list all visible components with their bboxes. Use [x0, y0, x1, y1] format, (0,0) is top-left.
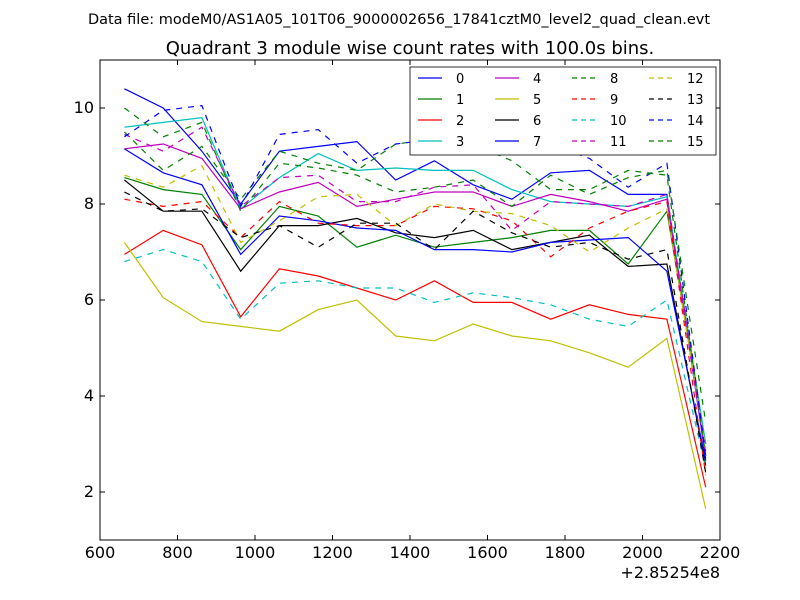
data-file-label: Data file: modeM0/AS1A05_101T06_90000026… — [88, 12, 710, 28]
x-tick-label: 2200 — [700, 543, 741, 562]
legend-label-2: 2 — [456, 114, 464, 129]
legend-label-3: 3 — [456, 135, 464, 150]
legend-label-13: 13 — [687, 93, 704, 108]
series-line-15 — [124, 107, 707, 423]
series-line-6 — [124, 179, 707, 466]
y-tick-label: 10 — [74, 98, 94, 117]
series-line-5 — [123, 242, 707, 509]
series-line-1 — [124, 177, 707, 445]
series-line-9 — [124, 198, 707, 476]
legend-label-10: 10 — [610, 114, 627, 129]
legend-label-14: 14 — [687, 114, 704, 129]
y-tick-label: 2 — [84, 482, 94, 501]
legend-label-1: 1 — [456, 93, 464, 108]
plot-area: 600 800 1000 1200 1400 1600 1800 2000 2200246810… — [74, 59, 741, 562]
legend-label-15: 15 — [687, 135, 704, 150]
legend-label-6: 6 — [533, 114, 541, 129]
legend-label-11: 11 — [610, 135, 627, 150]
y-tick-label: 8 — [84, 194, 94, 213]
x-tick-label: 1000 — [235, 543, 276, 562]
x-tick-label: 1400 — [390, 543, 431, 562]
legend-label-0: 0 — [456, 72, 464, 87]
legend-box — [409, 66, 717, 156]
series-line-4 — [124, 143, 707, 457]
x-offset-label: +2.85254e8 — [620, 563, 720, 582]
series-line-10 — [124, 248, 707, 469]
series-line-2 — [124, 229, 707, 488]
chart-title: Quadrant 3 module wise count rates with … — [166, 38, 655, 59]
series-line-7 — [124, 148, 707, 461]
legend-label-12: 12 — [687, 72, 704, 87]
x-tick-label: 600 — [85, 543, 116, 562]
x-tick-label: 1600 — [467, 543, 508, 562]
x-tick-label: 1800 — [545, 543, 586, 562]
y-tick-label: 4 — [84, 386, 94, 405]
legend-label-4: 4 — [533, 72, 541, 87]
series-line-0 — [124, 88, 707, 459]
y-tick-label: 6 — [84, 290, 94, 309]
legend-label-5: 5 — [533, 93, 541, 108]
x-tick-label: 1200 — [312, 543, 353, 562]
legend-label-7: 7 — [533, 135, 541, 150]
x-tick-label: 800 — [162, 543, 193, 562]
legend-label-9: 9 — [610, 93, 618, 108]
legend-label-8: 8 — [610, 72, 618, 87]
series-line-3 — [124, 116, 707, 445]
series-line-14 — [124, 104, 707, 457]
x-tick-label: 2000 — [622, 543, 663, 562]
